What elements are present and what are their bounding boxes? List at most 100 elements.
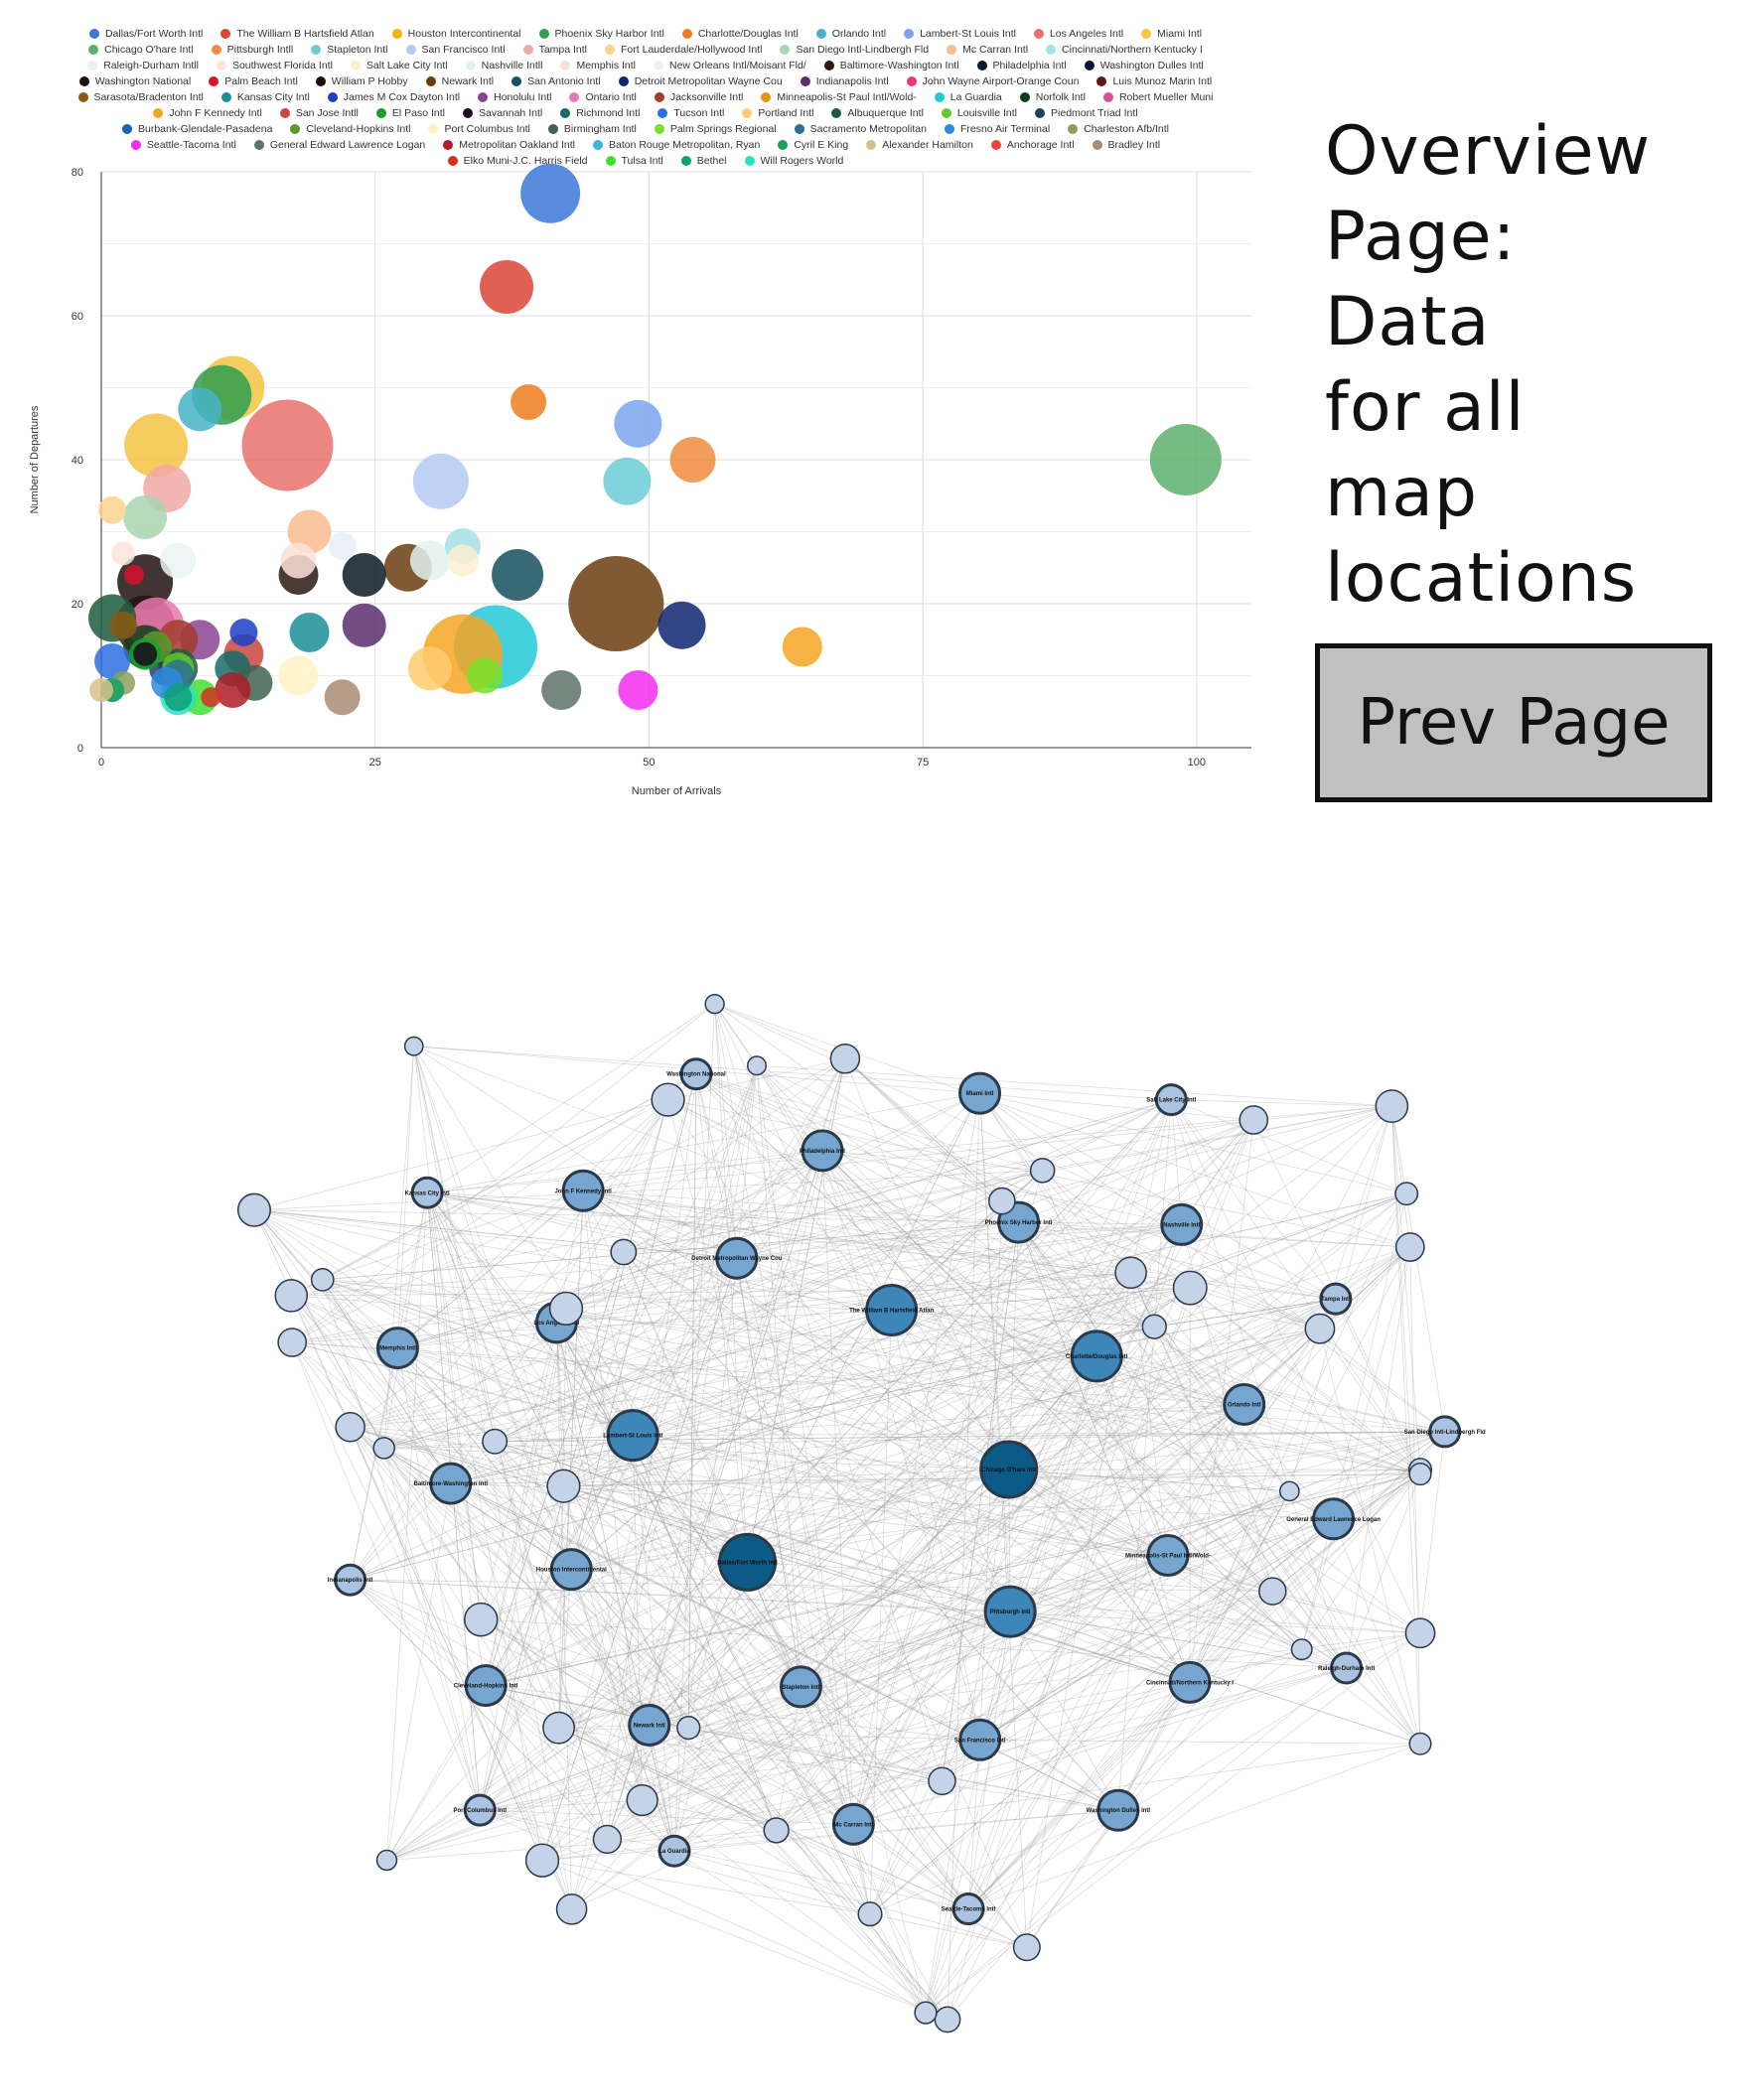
bubble-point[interactable]: Indianapolis Intl xyxy=(342,603,386,647)
legend-item[interactable]: Savannah Intl xyxy=(462,105,542,121)
bubble-point[interactable]: Mc Carran Intl xyxy=(287,509,332,554)
legend-item[interactable]: Ontario Intl xyxy=(569,89,637,105)
network-node[interactable] xyxy=(934,2006,961,2033)
legend-item[interactable]: Bethel xyxy=(680,153,727,169)
network-node[interactable] xyxy=(1029,1158,1056,1184)
network-node[interactable]: Philadelphia Intl xyxy=(800,1129,845,1173)
legend-item[interactable]: Stapleton Intl xyxy=(311,42,388,58)
network-node[interactable] xyxy=(1290,1638,1313,1661)
legend-item[interactable]: Chicago O'hare Intl xyxy=(88,42,194,58)
legend-item[interactable]: Los Angeles Intl xyxy=(1033,26,1123,42)
bubble-point[interactable]: Tucson Intl xyxy=(94,643,131,679)
network-node[interactable]: Dallas/Fort Worth Intl xyxy=(717,1532,778,1592)
network-node[interactable] xyxy=(542,1711,576,1745)
legend-item[interactable]: Palm Springs Regional xyxy=(654,121,777,137)
legend-item[interactable]: William P Hobby xyxy=(315,73,408,89)
bubble-point[interactable]: Memphis Intl xyxy=(280,542,317,579)
network-node[interactable] xyxy=(310,1267,335,1292)
legend-item[interactable]: Dallas/Fort Worth Intl xyxy=(88,26,203,42)
legend-item[interactable]: Sacramento Metropolitan xyxy=(794,121,927,137)
bubble-point[interactable]: Port Columbus Intl xyxy=(278,655,319,696)
network-node[interactable] xyxy=(464,1602,499,1637)
bubble-point[interactable]: Portland Intl xyxy=(407,646,452,691)
network-node[interactable]: Washington National xyxy=(666,1057,726,1091)
bubble-point[interactable]: San Diego Intl-Lindbergh Fld xyxy=(123,495,168,539)
legend-item[interactable]: Seattle-Tacoma Intl xyxy=(130,137,236,153)
bubble-point[interactable]: Nashville Intll xyxy=(409,540,450,581)
network-node[interactable]: Orlando Intl xyxy=(1223,1382,1266,1426)
legend-item[interactable]: Norfolk Intl xyxy=(1019,89,1086,105)
network-node[interactable] xyxy=(676,1715,701,1741)
bubble-point[interactable]: Orlando Intl xyxy=(178,387,222,432)
network-node[interactable] xyxy=(555,1893,588,1925)
legend-item[interactable]: Elko Muni-J.C. Harris Field xyxy=(447,153,588,169)
legend-item[interactable]: The William B Hartsfield Atlan xyxy=(220,26,374,42)
network-node[interactable] xyxy=(610,1238,638,1266)
network-node[interactable]: Tampa Intl xyxy=(1319,1282,1353,1316)
bubble-point[interactable]: Sarasota/Bradenton Intl xyxy=(109,611,138,639)
legend-item[interactable]: Tulsa Intl xyxy=(605,153,663,169)
bubble-point[interactable]: Kansas City Intl xyxy=(289,613,330,652)
network-node[interactable] xyxy=(746,1055,768,1076)
legend-item[interactable]: Luis Munoz Marin Intl xyxy=(1096,73,1212,89)
bubble-point[interactable]: Metropolitan Oakland Intl xyxy=(215,672,251,708)
network-node[interactable] xyxy=(403,1036,424,1056)
legend-item[interactable]: Philadelphia Intl xyxy=(976,58,1067,73)
legend-item[interactable]: La Guardia xyxy=(934,89,1002,105)
network-node[interactable] xyxy=(372,1437,395,1460)
network-node[interactable]: Pittsburgh Intl xyxy=(983,1585,1037,1638)
legend-item[interactable]: Washington Dulles Intl xyxy=(1084,58,1204,73)
network-node[interactable] xyxy=(375,1849,398,1872)
legend-item[interactable]: Tucson Intl xyxy=(657,105,724,121)
bubble-point[interactable]: Fort Lauderdale/Hollywood Intl xyxy=(98,495,127,524)
bubble-point[interactable]: Chicago O'hare Intl xyxy=(1149,424,1222,495)
legend-item[interactable]: Kansas City Intl xyxy=(220,89,310,105)
network-node[interactable]: The William B Hartsfield Atlan xyxy=(849,1284,934,1337)
legend-item[interactable]: Portland Intl xyxy=(742,105,813,121)
bubble-point[interactable]: General Edward Lawrence Logan xyxy=(541,670,582,710)
network-node[interactable] xyxy=(1114,1256,1147,1290)
legend-item[interactable]: Port Columbus Intl xyxy=(428,121,530,137)
network-node[interactable] xyxy=(546,1469,581,1503)
network-node[interactable]: Cincinnati/Northern Kentucky I xyxy=(1146,1660,1234,1704)
network-node[interactable] xyxy=(651,1082,685,1117)
network-node[interactable] xyxy=(1375,1089,1409,1123)
legend-item[interactable]: Baton Rouge Metropolitan, Ryan xyxy=(592,137,760,153)
bubble-point[interactable]: Salt Lake City Intl xyxy=(446,544,479,577)
legend-item[interactable]: Burbank-Glendale-Pasadena xyxy=(121,121,272,137)
legend-item[interactable]: Metropolitan Oakland Intl xyxy=(443,137,575,153)
network-node[interactable] xyxy=(914,2001,938,2025)
legend-item[interactable]: Richmond Intl xyxy=(560,105,640,121)
network-node[interactable]: Nashville Intl xyxy=(1160,1202,1204,1246)
network-node[interactable] xyxy=(1304,1313,1336,1344)
legend-item[interactable]: Mc Carran Intl xyxy=(947,42,1028,58)
legend-item[interactable]: Fort Lauderdale/Hollywood Intl xyxy=(605,42,762,58)
network-node[interactable] xyxy=(626,1783,658,1817)
network-node[interactable]: General Edward Lawrence Logan xyxy=(1286,1497,1381,1541)
legend-item[interactable]: Cincinnati/Northern Kentucky I xyxy=(1046,42,1203,58)
network-node[interactable] xyxy=(1278,1480,1300,1502)
network-node[interactable] xyxy=(1408,1732,1432,1755)
network-node[interactable]: Lambert-St Louis Intl xyxy=(603,1409,663,1463)
bubble-point[interactable]: Palm Beach Intl xyxy=(124,565,145,585)
legend-item[interactable]: Palm Beach Intl xyxy=(209,73,298,89)
network-node[interactable] xyxy=(704,993,725,1015)
legend-item[interactable]: John F Kennedy Intl xyxy=(153,105,262,121)
network-node[interactable] xyxy=(1404,1617,1436,1649)
legend-item[interactable]: Salt Lake City Intl xyxy=(350,58,448,73)
legend-item[interactable]: San Francisco Intl xyxy=(405,42,506,58)
network-node[interactable] xyxy=(928,1766,956,1796)
bubble-point[interactable]: Raleigh-Durham Intll xyxy=(328,532,357,560)
bubble-point[interactable]: Minneapolis-St Paul Intl/Wold- xyxy=(568,556,664,651)
legend-item[interactable]: Minneapolis-St Paul Intl/Wold- xyxy=(761,89,917,105)
network-node[interactable]: San Diego Intl-Lindbergh Fld xyxy=(1404,1415,1486,1449)
bubble-point[interactable]: Savannah Intl xyxy=(133,641,158,666)
bubble-point[interactable]: Alexander Hamilton xyxy=(89,678,113,702)
bubble-point[interactable]: Los Angeles Intl xyxy=(241,399,334,491)
legend-item[interactable]: Charlotte/Douglas Intl xyxy=(681,26,799,42)
legend-item[interactable]: Houston Intercontinental xyxy=(391,26,521,42)
network-node[interactable] xyxy=(1258,1577,1287,1606)
legend-item[interactable]: James M Cox Dayton Intl xyxy=(327,89,460,105)
legend-item[interactable]: Cleveland-Hopkins Intl xyxy=(290,121,410,137)
network-node[interactable]: Kansas City Intl xyxy=(405,1176,450,1209)
